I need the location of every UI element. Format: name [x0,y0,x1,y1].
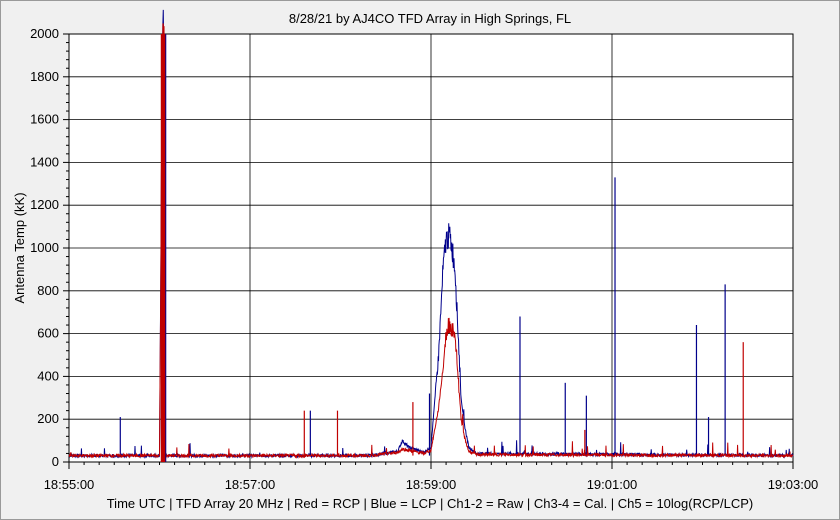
series-line-rcp [68,23,794,459]
x-tick-label: 18:59:00 [406,477,457,492]
y-axis-label: Antenna Temp (kK) [12,192,27,303]
x-tick-label: 18:57:00 [225,477,276,492]
y-tick-label: 1200 [30,197,59,212]
y-tick-label: 200 [37,411,59,426]
x-tick-label: 18:55:00 [44,477,95,492]
rcp-saturation-burst [160,34,166,462]
y-tick-label: 600 [37,326,59,341]
y-tick-label: 400 [37,368,59,383]
chart-title: 8/28/21 by AJ4CO TFD Array in High Sprin… [289,11,571,26]
y-tick-label: 2000 [30,26,59,41]
chart-footer: Time UTC | TFD Array 20 MHz | Red = RCP … [107,496,754,511]
y-tick-label: 0 [52,454,59,469]
y-tick-label: 1600 [30,112,59,127]
y-tick-label: 1000 [30,240,59,255]
y-tick-label: 800 [37,283,59,298]
x-tick-label: 19:01:00 [587,477,638,492]
grid-lines [69,34,793,462]
x-tick-label: 19:03:00 [768,477,819,492]
y-tick-label: 1400 [30,154,59,169]
y-tick-label: 1800 [30,69,59,84]
series-layer [68,9,794,462]
ticks-layer: 0 200 400 600 800 1000 1200 1400 1600 1800 2000 18:… [30,26,818,492]
